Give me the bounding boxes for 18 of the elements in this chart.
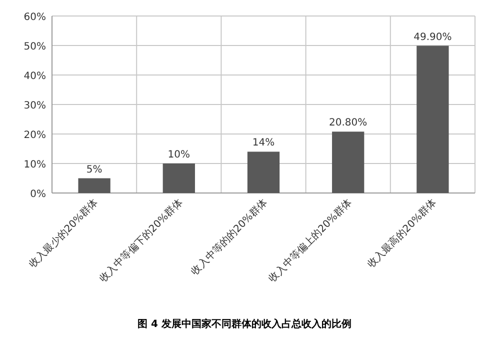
data-label: 10%: [168, 150, 190, 160]
data-label: 49.90%: [414, 32, 452, 43]
data-label: 20.80%: [329, 118, 368, 129]
y-tick-label: 10%: [24, 160, 46, 170]
bar: [162, 164, 195, 193]
y-tick-label: 40%: [24, 71, 46, 82]
bar: [247, 152, 280, 193]
data-label: 5%: [86, 164, 102, 176]
y-tick-label: 0%: [30, 189, 46, 200]
y-tick-label: 50%: [24, 42, 46, 52]
y-tick-label: 60%: [24, 12, 46, 23]
y-tick-label: 30%: [24, 100, 46, 112]
text: 图 4 发展中国家不同群体的收入占总收入的比例: [138, 318, 352, 330]
y-tick-label: 20%: [24, 130, 46, 141]
bar: [78, 178, 110, 193]
data-label: 14%: [252, 138, 275, 149]
bar: [416, 46, 449, 193]
bar: [332, 132, 364, 193]
